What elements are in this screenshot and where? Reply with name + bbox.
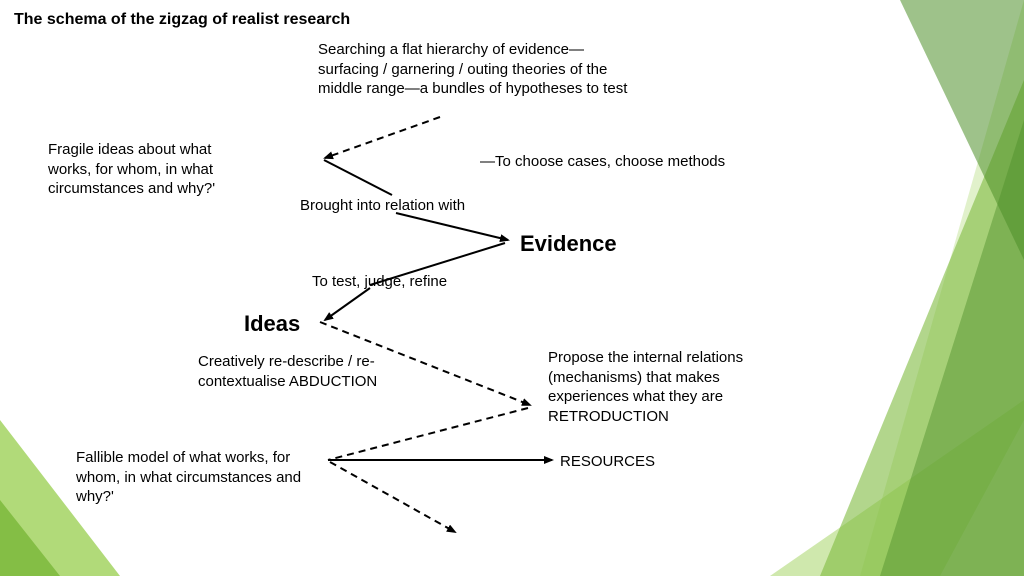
heading-ideas: Ideas xyxy=(244,310,344,339)
text-choose: —To choose cases, choose methods xyxy=(480,152,760,172)
text-creatively: Creatively re-describe / re-contextualis… xyxy=(198,352,398,391)
text-searching: Searching a flat hierarchy of evidence—s… xyxy=(318,40,628,99)
text-propose: Propose the internal relations (mechanis… xyxy=(548,348,788,426)
heading-evidence: Evidence xyxy=(520,230,670,259)
text-brought: Brought into relation with xyxy=(300,196,560,216)
text-resources: RESOURCES xyxy=(560,452,680,472)
slide: { "title": "The schema of the zigzag of … xyxy=(0,0,1024,576)
text-testjudge: To test, judge, refine xyxy=(312,272,532,292)
slide-title: The schema of the zigzag of realist rese… xyxy=(14,10,434,31)
text-fragile: Fragile ideas about what works, for whom… xyxy=(48,140,258,199)
text-fallible: Fallible model of what works, for whom, … xyxy=(76,448,306,507)
